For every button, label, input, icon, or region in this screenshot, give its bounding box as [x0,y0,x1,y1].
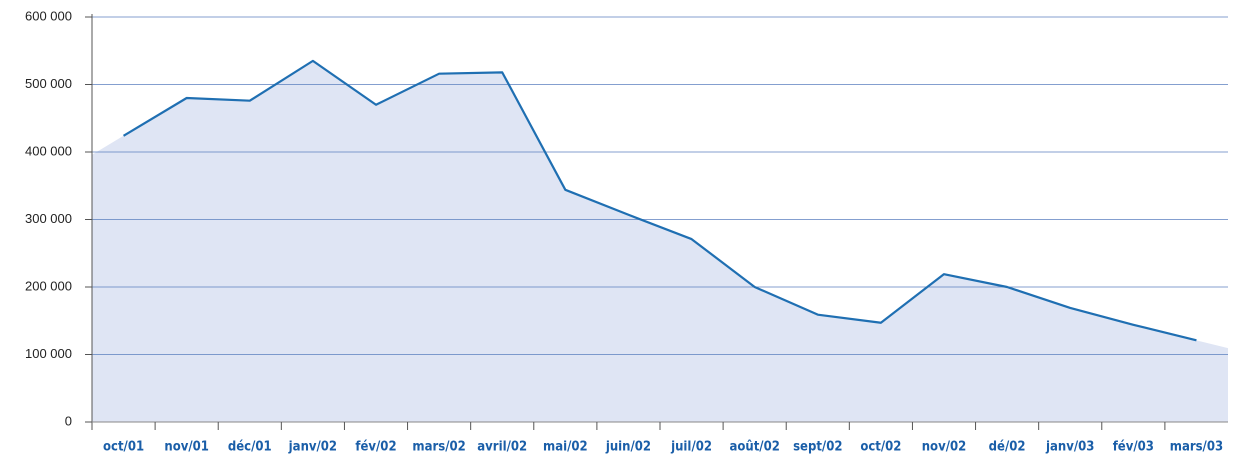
x-tick-label: juin/02 [605,440,651,455]
x-tick-label: juil/02 [670,440,712,455]
x-tick-label: janv/03 [1045,440,1094,455]
y-tick-label: 100 000 [25,346,72,361]
x-tick-label: déc/01 [228,440,272,455]
x-tick-label: mai/02 [543,440,588,455]
x-tick-label: fév/02 [355,440,396,455]
x-tick-label: oct/01 [103,440,144,455]
y-tick-label: 500 000 [25,76,72,91]
line [122,59,1197,342]
y-tick-label: 300 000 [25,211,72,226]
x-tick-label: avril/02 [477,440,527,455]
x-tick-label: sept/02 [793,440,842,455]
x-tick-label: dé/02 [989,440,1026,455]
x-tick-label: août/02 [729,440,779,455]
x-tick-label: mars/02 [412,440,465,455]
x-tick-label: janv/02 [288,440,337,455]
y-tick-label: 200 000 [25,278,72,293]
x-tick-label: mars/03 [1170,440,1223,455]
area [92,60,1228,422]
x-tick-label: nov/02 [922,440,967,455]
y-tick-label: 400 000 [25,143,72,158]
y-tick-label: 600 000 [25,8,72,23]
x-tick-label: nov/01 [164,440,209,455]
x-tick-label: oct/02 [860,440,901,455]
y-tick-label: 0 [65,413,72,428]
x-tick-label: fév/03 [1113,440,1154,455]
